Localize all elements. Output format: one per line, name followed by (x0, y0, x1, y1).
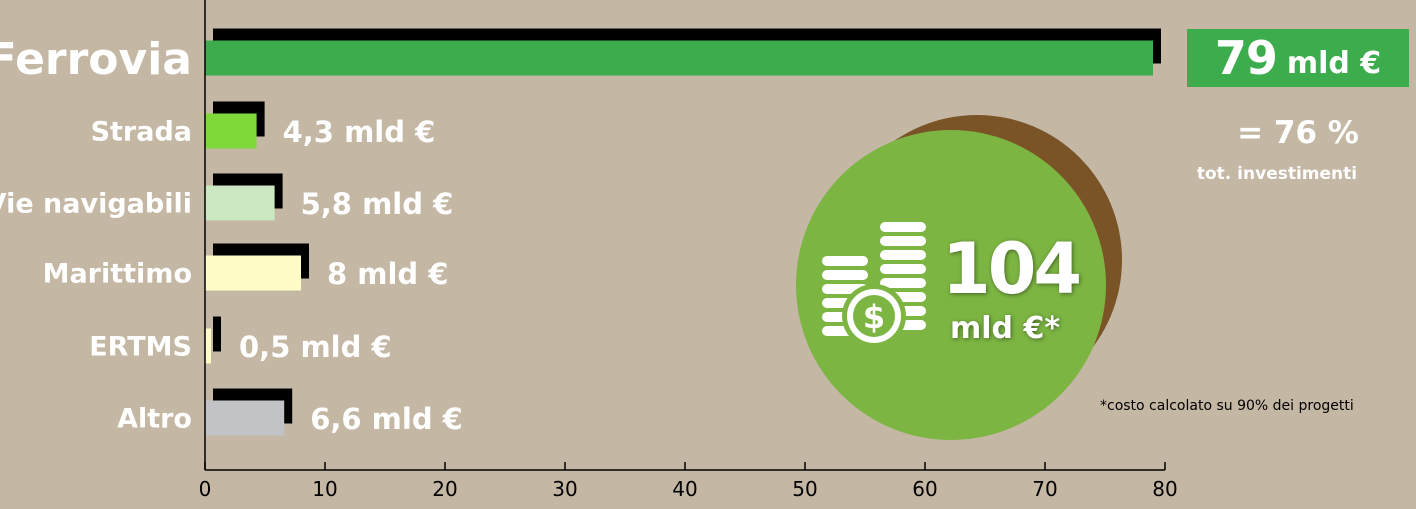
value-label-ertms: 0,5 mld € (239, 330, 392, 364)
bar-marittimo (205, 255, 301, 291)
value-label-vie-navigabili: 5,8 mld € (301, 187, 454, 221)
x-tick-label-50: 50 (792, 477, 817, 501)
bar-ertms (205, 328, 211, 364)
total-value: 104 (942, 228, 1082, 310)
category-label-ertms: ERTMS (89, 332, 192, 363)
ferrovia-percent-caption: tot. investimenti (1196, 164, 1358, 184)
svg-text:$: $ (863, 298, 885, 336)
ferrovia-unit: mld € (1286, 45, 1382, 81)
bar-vie-navigabili (205, 185, 275, 221)
category-label-ferrovia: Ferrovia (0, 34, 192, 85)
value-label-strada: 4,3 mld € (283, 115, 436, 149)
value-label-altro: 6,6 mld € (310, 402, 463, 436)
bar-strada (205, 113, 257, 149)
x-tick-label-40: 40 (672, 477, 697, 501)
value-label-marittimo: 8 mld € (327, 257, 448, 291)
x-tick-label-0: 0 (199, 477, 212, 501)
x-tick-label-60: 60 (912, 477, 937, 501)
bar-ferrovia (205, 40, 1153, 76)
ferrovia-value-box: 79 mld € (1187, 29, 1409, 87)
ferrovia-percent: = 76 % (1237, 115, 1359, 151)
category-label-marittimo: Marittimo (43, 259, 192, 290)
category-label-strada: Strada (91, 117, 192, 148)
x-tick-label-10: 10 (312, 477, 337, 501)
x-tick-label-80: 80 (1152, 477, 1177, 501)
bar-altro (205, 400, 285, 436)
x-tick-label-20: 20 (432, 477, 457, 501)
bar-shadow-ertms (213, 316, 221, 352)
ferrovia-value: 79 (1214, 31, 1278, 85)
footnote: *costo calcolato su 90% dei progetti (1100, 398, 1354, 414)
coins-dollar-icon: $ (822, 222, 926, 348)
x-tick-label-70: 70 (1032, 477, 1057, 501)
category-label-vie-navigabili: Vie navigabili (0, 189, 192, 220)
x-tick-label-30: 30 (552, 477, 577, 501)
category-label-altro: Altro (117, 404, 192, 435)
total-unit: mld €* (950, 311, 1061, 346)
